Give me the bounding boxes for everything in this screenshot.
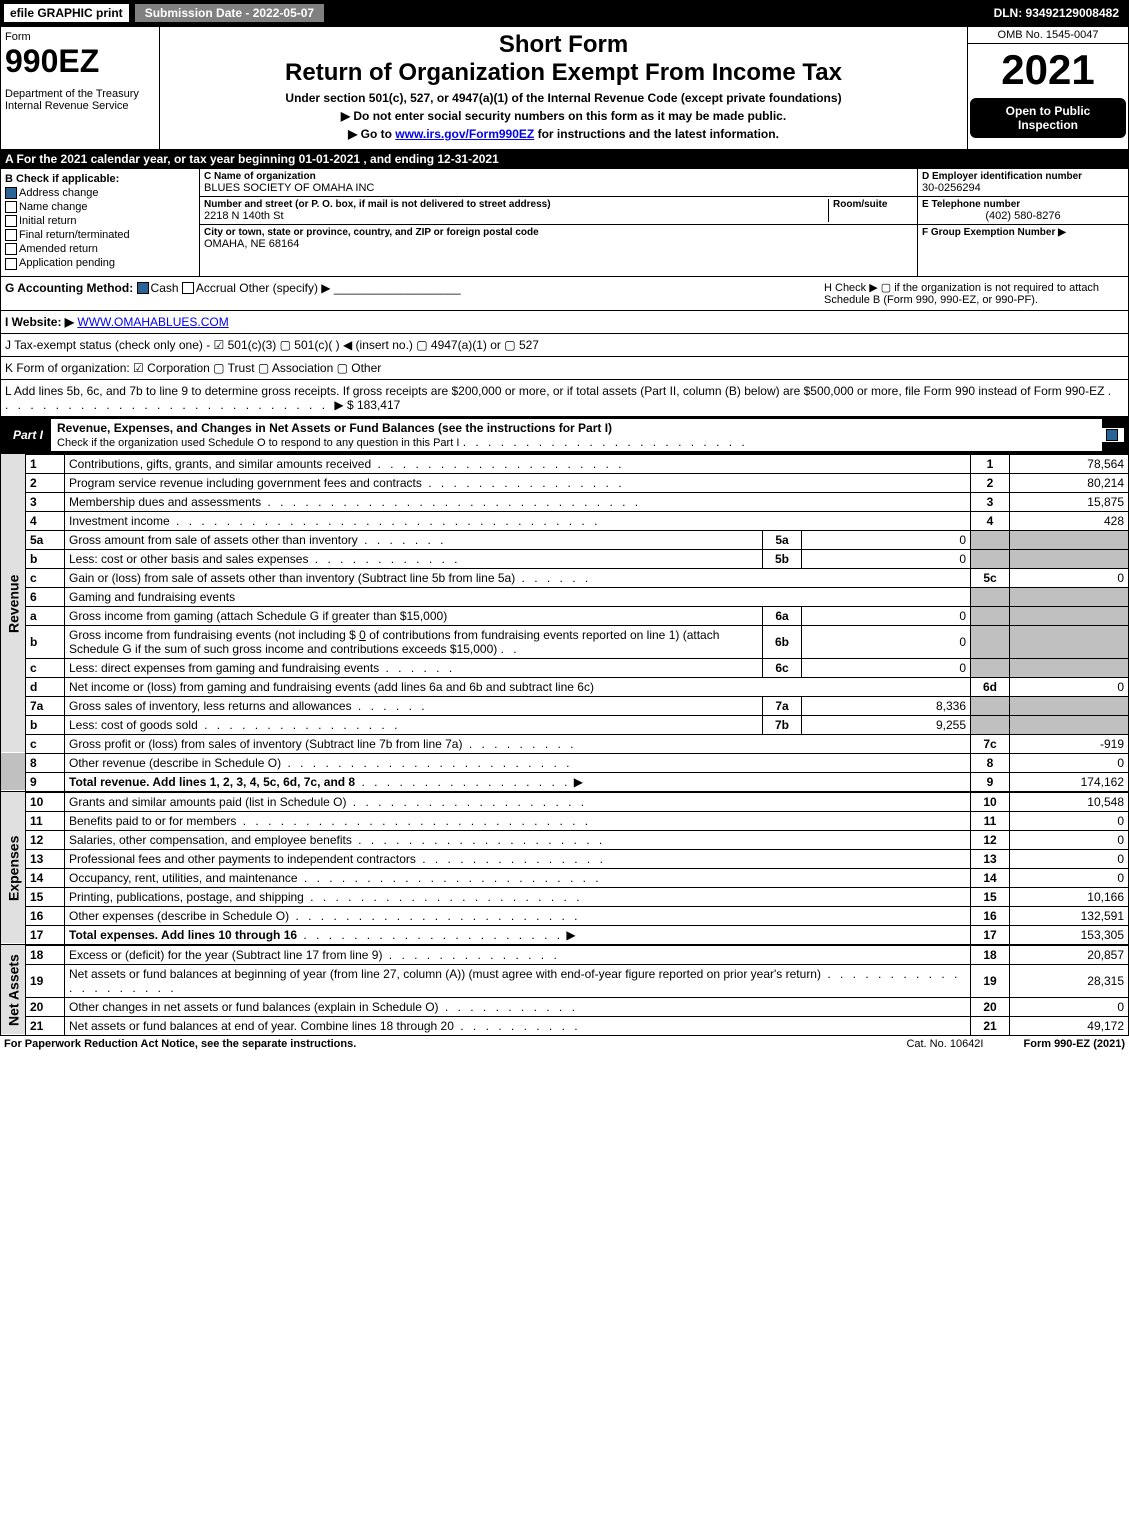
part-1-header: Part I Revenue, Expenses, and Changes in… (0, 417, 1129, 454)
line-3-value: 15,875 (1010, 492, 1129, 511)
room-label: Room/suite (833, 199, 913, 210)
line-6b-value: 0 (802, 625, 971, 658)
line-17-value: 153,305 (1010, 925, 1129, 944)
part-1-check-note: Check if the organization used Schedule … (57, 437, 459, 449)
line-8-value: 0 (1010, 753, 1129, 772)
form-label: Form (5, 31, 155, 43)
omb-number: OMB No. 1545-0047 (968, 27, 1128, 44)
line-5c-value: 0 (1010, 568, 1129, 587)
section-b: B Check if applicable: Address change Na… (1, 169, 200, 276)
section-i: I Website: ▶ WWW.OMAHABLUES.COM (0, 311, 1129, 334)
line-9-value: 174,162 (1010, 772, 1129, 791)
line-2-value: 80,214 (1010, 473, 1129, 492)
section-a-tax-year: A For the 2021 calendar year, or tax yea… (0, 150, 1129, 169)
paperwork-notice: For Paperwork Reduction Act Notice, see … (4, 1038, 356, 1050)
header-right: OMB No. 1545-0047 2021 Open to Public In… (967, 27, 1128, 149)
no-ssn-note: ▶ Do not enter social security numbers o… (164, 109, 963, 123)
header-center: Short Form Return of Organization Exempt… (160, 27, 967, 149)
line-14-value: 0 (1010, 868, 1129, 887)
expenses-side-label: Expenses (1, 792, 26, 944)
line-6a-value: 0 (802, 606, 971, 625)
line-5b-value: 0 (802, 549, 971, 568)
line-13-value: 0 (1010, 849, 1129, 868)
line-18-value: 20,857 (1010, 945, 1129, 964)
part-1-label: Part I (5, 428, 51, 442)
city-state-zip: OMAHA, NE 68164 (204, 238, 913, 250)
line-15-value: 10,166 (1010, 887, 1129, 906)
group-exemption-label: F Group Exemption Number ▶ (922, 227, 1124, 238)
line-4-value: 428 (1010, 511, 1129, 530)
return-title: Return of Organization Exempt From Incom… (164, 59, 963, 87)
section-k: K Form of organization: ☑ Corporation ▢ … (0, 357, 1129, 380)
section-d-e-f: D Employer identification number 30-0256… (917, 169, 1128, 276)
open-public-badge: Open to Public Inspection (970, 98, 1126, 138)
org-name-label: C Name of organization (204, 171, 913, 182)
line-7a-value: 8,336 (802, 696, 971, 715)
org-name: BLUES SOCIETY OF OMAHA INC (204, 182, 913, 194)
net-assets-table: Net Assets 18 Excess or (deficit) for th… (0, 945, 1129, 1036)
check-final-return[interactable]: Final return/terminated (5, 229, 195, 241)
form-number: 990EZ (5, 43, 155, 80)
line-1-value: 78,564 (1010, 454, 1129, 473)
line-21-value: 49,172 (1010, 1016, 1129, 1035)
footer: For Paperwork Reduction Act Notice, see … (0, 1036, 1129, 1052)
section-b-label: B Check if applicable: (5, 173, 195, 185)
tax-year: 2021 (968, 44, 1128, 96)
section-c: C Name of organization BLUES SOCIETY OF … (200, 169, 917, 276)
street-address: 2218 N 140th St (204, 210, 828, 222)
section-g: G Accounting Method: Cash Accrual Other … (5, 281, 461, 306)
line-20-value: 0 (1010, 997, 1129, 1016)
cat-number: Cat. No. 10642I (906, 1038, 983, 1050)
irs-link[interactable]: www.irs.gov/Form990EZ (395, 127, 534, 141)
check-name-change[interactable]: Name change (5, 201, 195, 213)
phone: (402) 580-8276 (922, 210, 1124, 222)
goto-instructions: ▶ Go to www.irs.gov/Form990EZ for instru… (164, 127, 963, 141)
line-16-value: 132,591 (1010, 906, 1129, 925)
line-7b-value: 9,255 (802, 715, 971, 734)
under-section: Under section 501(c), 527, or 4947(a)(1)… (164, 91, 963, 105)
check-cash[interactable] (137, 282, 149, 294)
form-header: Form 990EZ Department of the Treasury In… (0, 26, 1129, 150)
line-12-value: 0 (1010, 830, 1129, 849)
short-form-title: Short Form (164, 31, 963, 59)
submission-date: Submission Date - 2022-05-07 (133, 2, 326, 24)
net-assets-side-label: Net Assets (1, 945, 26, 1035)
form-reference: Form 990-EZ (2021) (1024, 1038, 1126, 1050)
check-amended-return[interactable]: Amended return (5, 243, 195, 255)
header-left: Form 990EZ Department of the Treasury In… (1, 27, 160, 149)
gross-receipts-amount: ▶ $ 183,417 (334, 398, 400, 412)
expenses-table: Expenses 10 Grants and similar amounts p… (0, 792, 1129, 945)
revenue-side-label: Revenue (1, 454, 26, 753)
section-j: J Tax-exempt status (check only one) - ☑… (0, 334, 1129, 357)
city-label: City or town, state or province, country… (204, 227, 913, 238)
check-initial-return[interactable]: Initial return (5, 215, 195, 227)
part-1-title: Revenue, Expenses, and Changes in Net As… (57, 421, 612, 435)
efile-print[interactable]: efile GRAPHIC print (4, 4, 129, 22)
part-1-checkbox[interactable] (1102, 428, 1124, 442)
street-label: Number and street (or P. O. box, if mail… (204, 199, 828, 210)
line-10-value: 10,548 (1010, 792, 1129, 811)
check-address-change[interactable]: Address change (5, 187, 195, 199)
line-7c-value: -919 (1010, 734, 1129, 753)
info-grid: B Check if applicable: Address change Na… (0, 169, 1129, 277)
check-accrual[interactable] (182, 282, 194, 294)
section-h: H Check ▶ ▢ if the organization is not r… (824, 281, 1124, 306)
ein-label: D Employer identification number (922, 171, 1124, 182)
line-5a-value: 0 (802, 530, 971, 549)
website-link[interactable]: WWW.OMAHABLUES.COM (77, 315, 228, 329)
ein: 30-0256294 (922, 182, 1124, 194)
section-l: L Add lines 5b, 6c, and 7b to line 9 to … (0, 380, 1129, 417)
dept-treasury: Department of the Treasury Internal Reve… (5, 88, 155, 112)
dln: DLN: 93492129008482 (988, 4, 1125, 22)
line-19-value: 28,315 (1010, 964, 1129, 997)
line-11-value: 0 (1010, 811, 1129, 830)
line-6d-value: 0 (1010, 677, 1129, 696)
section-g-h: G Accounting Method: Cash Accrual Other … (0, 277, 1129, 311)
top-bar: efile GRAPHIC print Submission Date - 20… (0, 0, 1129, 26)
revenue-table: Revenue 1 Contributions, gifts, grants, … (0, 454, 1129, 792)
line-6c-value: 0 (802, 658, 971, 677)
check-application-pending[interactable]: Application pending (5, 257, 195, 269)
phone-label: E Telephone number (922, 199, 1124, 210)
